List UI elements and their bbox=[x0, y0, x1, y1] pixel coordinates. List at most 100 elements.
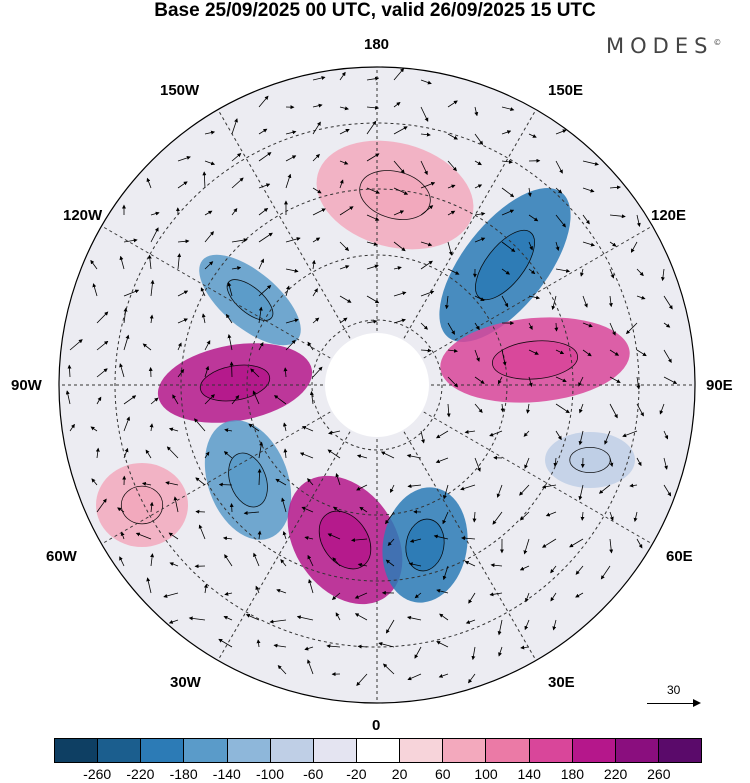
wind-vector bbox=[67, 364, 72, 378]
wind-vector bbox=[636, 214, 641, 227]
meridian-line bbox=[376, 384, 664, 551]
wind-vector bbox=[282, 422, 287, 432]
wind-vector bbox=[497, 376, 503, 385]
wind-vector bbox=[285, 130, 297, 135]
wind-vector bbox=[630, 241, 638, 253]
lon-label-90e: 90E bbox=[706, 377, 733, 394]
wind-vector bbox=[542, 538, 557, 548]
wind-vector bbox=[366, 187, 380, 194]
wind-vector bbox=[92, 283, 98, 297]
wind-vector bbox=[177, 290, 189, 297]
wind-vector bbox=[339, 106, 349, 111]
wind-vector bbox=[258, 95, 269, 108]
wind-vector bbox=[258, 183, 271, 189]
wind-vector bbox=[273, 395, 287, 405]
wind-vector bbox=[258, 232, 273, 243]
wind-vector bbox=[582, 187, 595, 193]
colorbar-swatch bbox=[227, 739, 271, 762]
wind-vector bbox=[146, 577, 152, 594]
wind-vector bbox=[177, 369, 185, 378]
latitude-circle-60 bbox=[180, 188, 574, 582]
colorbar-swatch bbox=[486, 739, 530, 762]
wind-vector bbox=[447, 241, 453, 256]
wind-vector bbox=[96, 311, 109, 324]
wind-vector bbox=[165, 481, 179, 486]
meridian-line bbox=[211, 384, 378, 672]
wind-vector bbox=[414, 646, 422, 659]
wind-vector bbox=[393, 241, 406, 252]
wind-vector bbox=[406, 453, 422, 459]
meridian-line bbox=[211, 98, 378, 386]
wind-vector bbox=[575, 565, 584, 575]
wind-vector bbox=[387, 538, 395, 547]
colorbar-tick-label: 180 bbox=[560, 766, 585, 782]
wind-vector bbox=[339, 71, 346, 81]
wind-vector bbox=[304, 646, 314, 651]
wind-vector bbox=[166, 446, 179, 459]
wind-vector bbox=[447, 100, 458, 108]
wind-vector bbox=[308, 578, 314, 594]
wind-vector bbox=[609, 376, 621, 383]
wind-vector bbox=[501, 349, 507, 366]
wind-vector bbox=[168, 532, 179, 540]
wind-vector bbox=[555, 187, 563, 194]
wind-vector bbox=[90, 259, 98, 270]
wind-vector bbox=[528, 376, 533, 387]
wind-vector bbox=[299, 452, 314, 459]
wind-vector bbox=[283, 367, 288, 378]
wind-vector bbox=[357, 644, 368, 649]
wind-vector bbox=[519, 565, 530, 571]
wind-vector bbox=[633, 511, 638, 522]
wind-vector bbox=[231, 177, 244, 189]
wind-vector bbox=[359, 506, 368, 513]
wind-vector bbox=[296, 615, 314, 621]
wind-vector bbox=[256, 639, 261, 648]
wind-vector bbox=[435, 430, 449, 439]
wind-vector bbox=[285, 237, 301, 243]
wind-vector bbox=[438, 673, 449, 678]
wind-vector bbox=[203, 583, 208, 594]
colorbar-swatch bbox=[400, 739, 444, 762]
wind-vector bbox=[582, 322, 593, 328]
wind-vector bbox=[580, 268, 584, 277]
wind-vector bbox=[231, 395, 240, 405]
wind-vector bbox=[528, 241, 533, 251]
lon-label-120e: 120E bbox=[651, 207, 687, 224]
wind-vector bbox=[420, 182, 436, 189]
wind-vector bbox=[123, 238, 138, 243]
wind-vector bbox=[356, 673, 368, 686]
wind-vector bbox=[555, 349, 565, 355]
wind-vector bbox=[169, 562, 179, 567]
wind-vector bbox=[231, 238, 248, 243]
colorbar-tick-label: 60 bbox=[435, 766, 451, 782]
wind-vector bbox=[119, 255, 125, 270]
wind-vector bbox=[333, 506, 341, 513]
wind-vector bbox=[312, 153, 320, 162]
wind-vector bbox=[354, 592, 368, 599]
wind-vector bbox=[390, 484, 395, 494]
wind-vector bbox=[119, 556, 125, 567]
wind-vector bbox=[524, 619, 530, 631]
wind-vector bbox=[528, 322, 533, 330]
wind-vector bbox=[276, 588, 287, 594]
wind-vector bbox=[474, 133, 484, 146]
wind-vector bbox=[420, 348, 432, 353]
wind-vector bbox=[120, 531, 125, 540]
wind-vector bbox=[523, 430, 530, 437]
wind-vector bbox=[150, 211, 160, 216]
wind-vector bbox=[636, 403, 644, 417]
wind-vector bbox=[660, 268, 665, 282]
wind-vector bbox=[150, 397, 159, 405]
wind-vector bbox=[578, 484, 584, 501]
wind-vector bbox=[204, 365, 210, 378]
colorbar-swatch bbox=[658, 739, 702, 762]
wind-vector bbox=[663, 430, 669, 440]
wind-vector bbox=[282, 531, 287, 540]
lon-label-60w: 60W bbox=[46, 548, 77, 565]
wind-vector bbox=[339, 160, 349, 165]
wind-vector bbox=[204, 261, 214, 270]
wind-vector bbox=[198, 524, 206, 540]
wind-vector bbox=[541, 484, 557, 489]
wind-vector bbox=[608, 295, 613, 308]
wind-vector bbox=[248, 423, 260, 432]
